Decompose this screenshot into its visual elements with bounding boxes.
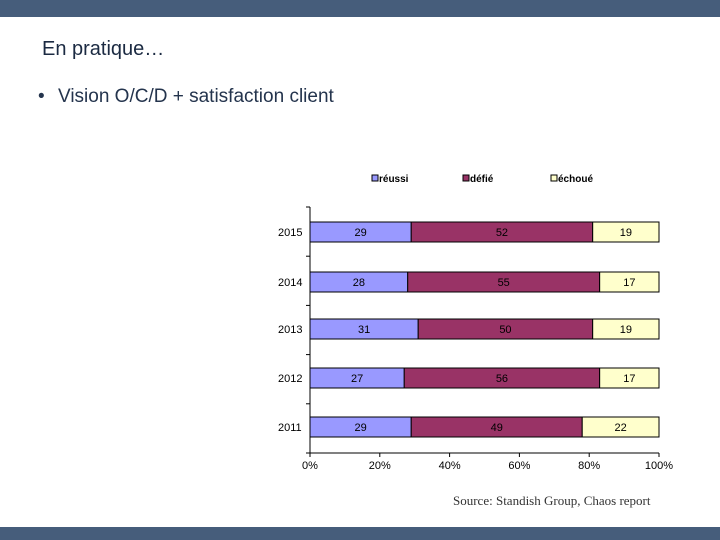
bar-segment [599, 367, 660, 389]
data-label: 29 [354, 422, 366, 434]
data-label: 52 [496, 227, 508, 239]
x-tick-label: 100% [645, 460, 673, 472]
x-tick-label: 80% [578, 460, 600, 472]
legend-label: défié [470, 174, 494, 185]
slide-title: En pratique… [42, 38, 165, 60]
data-label: 19 [620, 227, 632, 239]
source-note: Source: Standish Group, Chaos report [453, 493, 651, 508]
bullet-marker: • [38, 86, 45, 107]
legend-label: réussi [379, 174, 409, 185]
data-label: 19 [620, 324, 632, 336]
category-label: 2013 [278, 324, 302, 336]
data-label: 17 [623, 277, 635, 289]
category-label: 2015 [278, 227, 302, 239]
category-label: 2012 [278, 373, 302, 385]
bullet-text: Vision O/C/D + satisfaction client [58, 86, 334, 107]
x-tick-label: 40% [439, 460, 461, 472]
bar-segment [592, 318, 660, 340]
bar-segment [599, 271, 660, 293]
header-bar [0, 0, 720, 17]
data-label: 27 [351, 373, 363, 385]
legend-swatch [550, 174, 558, 182]
data-label: 50 [499, 324, 511, 336]
data-label: 28 [353, 277, 365, 289]
data-label: 49 [491, 422, 503, 434]
bullet-item: • Vision O/C/D + satisfaction client [38, 86, 334, 108]
footer-bar [0, 527, 720, 540]
category-label: 2014 [278, 277, 302, 289]
legend-swatch [371, 174, 379, 182]
data-label: 17 [623, 373, 635, 385]
data-label: 31 [358, 324, 370, 336]
data-label: 29 [354, 227, 366, 239]
data-label: 55 [498, 277, 510, 289]
x-tick-label: 0% [302, 460, 318, 472]
legend-label: échoué [558, 174, 593, 185]
bar-segment [581, 416, 660, 438]
x-tick-label: 20% [369, 460, 391, 472]
category-label: 2011 [278, 422, 302, 434]
bar-segment [592, 221, 660, 243]
x-tick-label: 60% [508, 460, 530, 472]
legend-swatch [462, 174, 470, 182]
data-label: 56 [496, 373, 508, 385]
data-label: 22 [614, 422, 626, 434]
